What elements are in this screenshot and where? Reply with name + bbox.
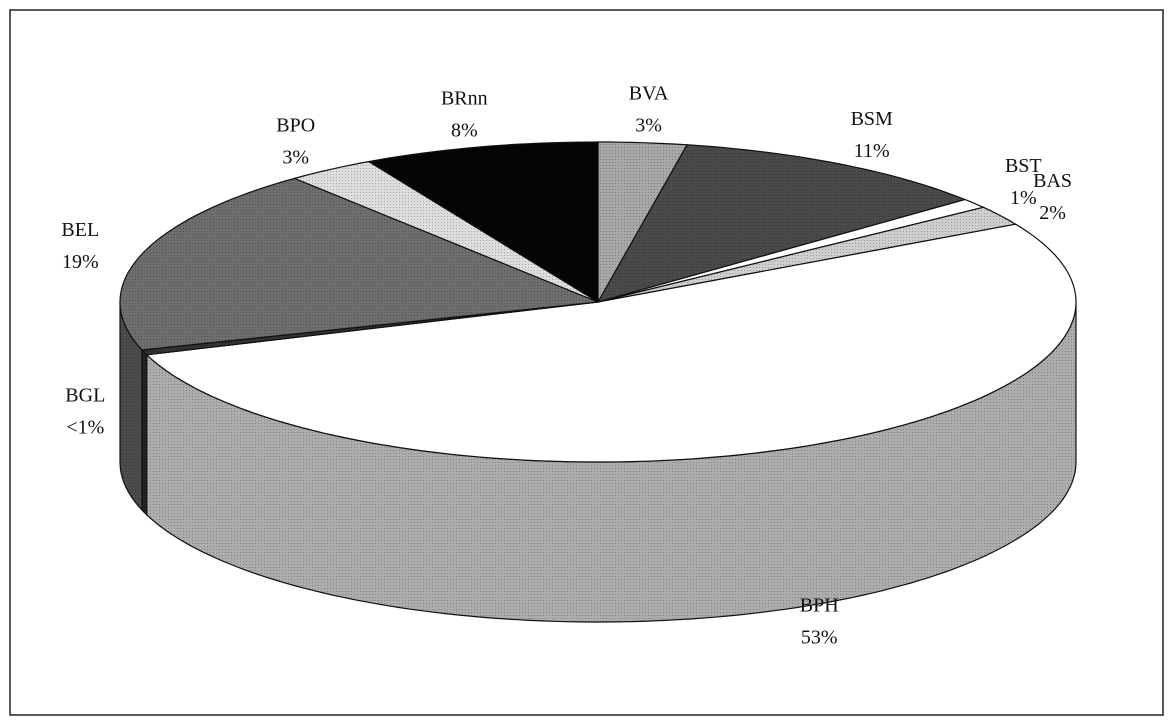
slice-texture [598,207,1016,302]
slice-value-label: 11% [854,140,890,162]
slice-label: BGL [65,384,105,406]
slice-label: BPH [800,595,839,617]
slice-label: BST [1005,155,1042,177]
slice-value-label: 3% [282,146,309,168]
slice-value-label: 19% [62,251,99,273]
slice-label: BPO [276,114,315,136]
slice-label: BVA [629,82,669,104]
slice-label: BEL [61,219,99,241]
slice [145,223,1077,463]
slice-value-label: 2% [1039,202,1066,224]
slice-value-label: 3% [635,114,662,136]
slice-value-label: <1% [66,416,104,438]
slice-texture [368,142,598,302]
slice-value-label: 8% [451,120,478,142]
slice-texture [142,302,598,355]
slice-texture [294,161,598,302]
slice-side-texture [120,302,142,510]
pie-tops [119,141,1077,463]
slice-texture [120,178,598,350]
pie-labels: BVA 3% BSM 11% BST 1%BAS 2% BPH 53% BGL <1% BEL 19% B… [61,82,1072,648]
slice-value-label: 1% [1010,187,1037,209]
slice-label: BAS [1033,170,1072,192]
slice-texture [598,144,965,302]
slice-label: BRnn [441,88,488,110]
slice-side-texture [142,350,147,515]
slice-label: BSM [851,108,893,130]
slice-value-label: 53% [801,627,838,649]
